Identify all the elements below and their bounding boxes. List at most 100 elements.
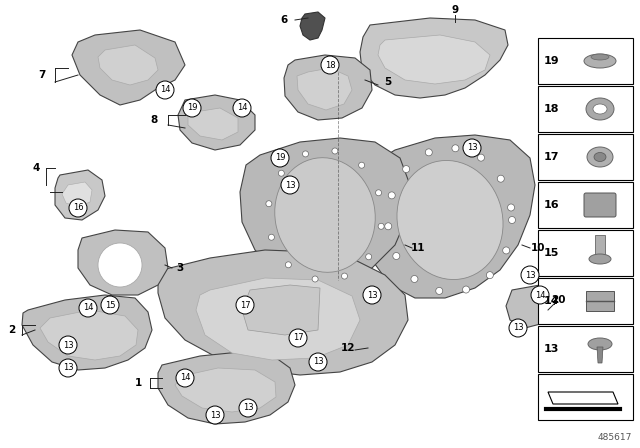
Text: 15: 15 <box>105 301 115 310</box>
Text: 13: 13 <box>243 404 253 413</box>
Circle shape <box>69 199 87 217</box>
Circle shape <box>183 99 201 117</box>
Text: 11: 11 <box>411 243 425 253</box>
Circle shape <box>312 276 318 282</box>
Circle shape <box>363 286 381 304</box>
Text: 14: 14 <box>180 374 190 383</box>
Circle shape <box>463 286 470 293</box>
Circle shape <box>321 56 339 74</box>
Circle shape <box>393 253 400 259</box>
FancyBboxPatch shape <box>586 291 614 311</box>
Text: 10: 10 <box>531 243 545 253</box>
Polygon shape <box>196 278 360 360</box>
Circle shape <box>59 359 77 377</box>
Polygon shape <box>22 295 152 370</box>
Bar <box>538 374 633 420</box>
Polygon shape <box>158 250 408 375</box>
Bar <box>538 134 633 180</box>
Text: 9: 9 <box>451 5 459 15</box>
Circle shape <box>378 223 384 229</box>
Text: 13: 13 <box>63 363 74 372</box>
Text: 8: 8 <box>150 115 157 125</box>
Text: 18: 18 <box>324 60 335 69</box>
Circle shape <box>278 170 284 176</box>
Circle shape <box>176 369 194 387</box>
Circle shape <box>268 234 275 240</box>
Text: 13: 13 <box>313 358 323 366</box>
Polygon shape <box>188 108 238 140</box>
Text: 20: 20 <box>551 295 565 305</box>
Text: 1: 1 <box>134 378 141 388</box>
Circle shape <box>426 149 432 156</box>
Circle shape <box>156 81 174 99</box>
Polygon shape <box>178 95 255 150</box>
Text: 14: 14 <box>544 296 559 306</box>
Text: 17: 17 <box>292 333 303 343</box>
Text: 19: 19 <box>275 154 285 163</box>
Text: 6: 6 <box>280 15 287 25</box>
Polygon shape <box>378 35 490 84</box>
Circle shape <box>463 139 481 157</box>
Polygon shape <box>297 68 352 110</box>
Polygon shape <box>175 368 276 412</box>
Circle shape <box>239 399 257 417</box>
Text: 16: 16 <box>73 203 83 212</box>
Bar <box>538 182 633 228</box>
Polygon shape <box>597 347 603 363</box>
Circle shape <box>411 276 418 283</box>
Text: 13: 13 <box>210 410 220 419</box>
Polygon shape <box>300 12 325 40</box>
Text: 19: 19 <box>187 103 197 112</box>
Text: 5: 5 <box>385 77 392 87</box>
Polygon shape <box>365 135 535 298</box>
Circle shape <box>281 176 299 194</box>
Ellipse shape <box>589 254 611 264</box>
Circle shape <box>388 192 396 199</box>
Ellipse shape <box>591 54 609 60</box>
Ellipse shape <box>588 338 612 350</box>
Text: 13: 13 <box>63 340 74 349</box>
Ellipse shape <box>584 54 616 68</box>
Circle shape <box>477 154 484 161</box>
Polygon shape <box>240 138 410 282</box>
Circle shape <box>531 286 549 304</box>
Circle shape <box>332 148 338 154</box>
Text: 13: 13 <box>525 271 535 280</box>
Polygon shape <box>284 55 372 120</box>
Polygon shape <box>72 30 185 105</box>
Text: 14: 14 <box>160 86 170 95</box>
Circle shape <box>376 190 381 196</box>
Bar <box>538 86 633 132</box>
Circle shape <box>59 336 77 354</box>
Circle shape <box>509 319 527 337</box>
Circle shape <box>502 247 509 254</box>
Text: 14: 14 <box>237 103 247 112</box>
Circle shape <box>101 296 119 314</box>
Text: 2: 2 <box>8 325 15 335</box>
Circle shape <box>385 223 392 230</box>
Text: 3: 3 <box>177 263 184 273</box>
Text: 13: 13 <box>544 344 559 354</box>
Circle shape <box>98 243 142 287</box>
Polygon shape <box>360 18 508 98</box>
Polygon shape <box>40 310 138 360</box>
Text: 15: 15 <box>544 248 559 258</box>
Text: 14: 14 <box>535 290 545 300</box>
Circle shape <box>266 201 272 207</box>
Circle shape <box>233 99 251 117</box>
Circle shape <box>436 288 443 294</box>
Text: 7: 7 <box>38 70 45 80</box>
Polygon shape <box>595 235 605 255</box>
Text: 18: 18 <box>544 104 559 114</box>
FancyBboxPatch shape <box>584 193 616 217</box>
Text: 16: 16 <box>544 200 559 210</box>
Circle shape <box>79 299 97 317</box>
Ellipse shape <box>587 147 613 167</box>
Circle shape <box>303 151 308 157</box>
Text: 13: 13 <box>285 181 295 190</box>
Circle shape <box>365 254 372 260</box>
Polygon shape <box>62 182 92 207</box>
Circle shape <box>403 166 410 172</box>
Circle shape <box>508 204 515 211</box>
Text: 12: 12 <box>340 343 355 353</box>
